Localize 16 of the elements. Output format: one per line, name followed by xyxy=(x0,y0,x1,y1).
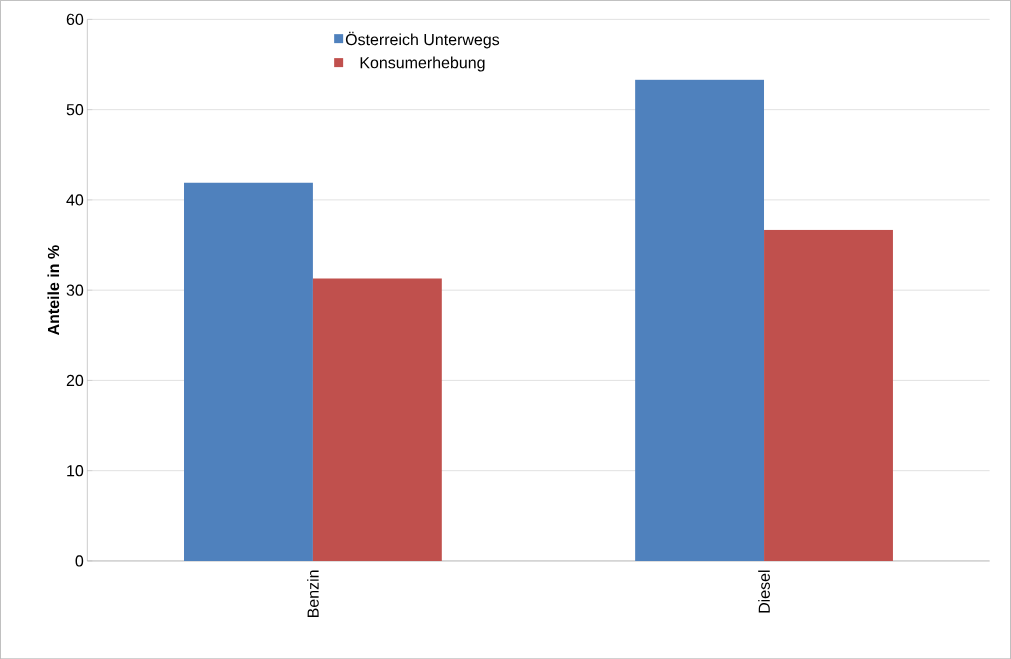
legend-label: Österreich Unterwegs xyxy=(345,31,500,49)
y-axis-title: Anteile in % xyxy=(47,245,60,335)
bar xyxy=(312,278,442,561)
legend-label: Konsumerhebung xyxy=(360,56,485,72)
y-tick-label: 30 xyxy=(66,284,84,296)
y-tick-label: 10 xyxy=(67,464,84,477)
bar xyxy=(764,229,893,561)
y-tick-label: 20 xyxy=(66,374,84,386)
x-tick-label: Benzin xyxy=(307,570,319,617)
bar xyxy=(635,79,765,561)
bar xyxy=(184,182,313,561)
y-tick-label: 40 xyxy=(66,194,84,206)
x-tick-label: Diesel xyxy=(758,570,770,613)
y-tick-label: 50 xyxy=(66,103,84,116)
y-tick-label: 0 xyxy=(75,555,84,567)
y-tick-label: 60 xyxy=(66,13,84,25)
